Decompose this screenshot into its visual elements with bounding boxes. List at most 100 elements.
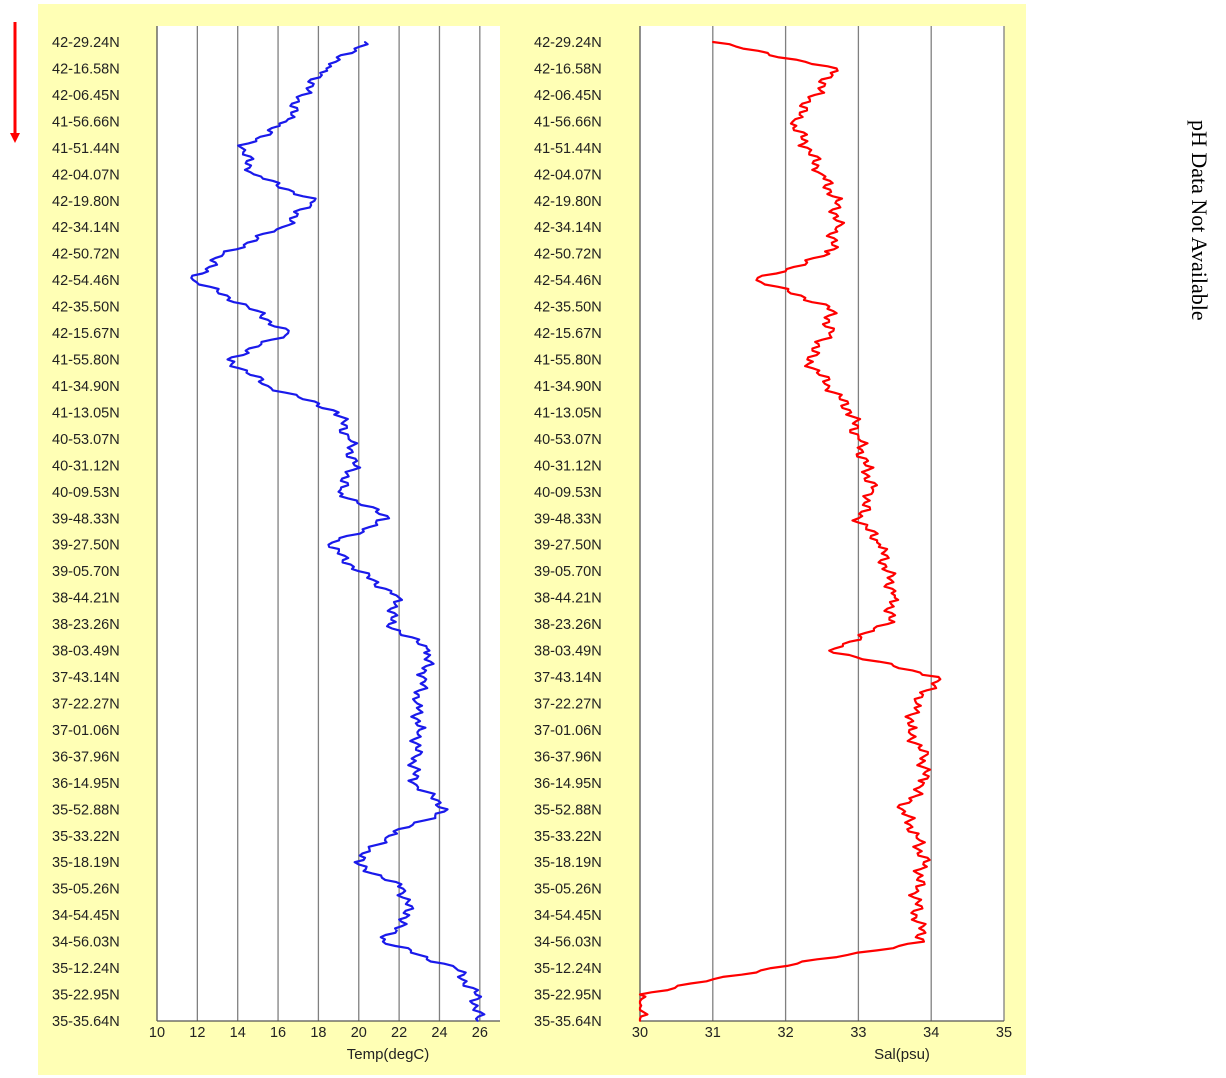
data-point [353,464,356,467]
y-tick-label: 35-22.95N [534,988,602,1004]
data-point [806,146,809,149]
x-tick-label: 31 [705,1025,721,1041]
data-point [915,834,918,837]
data-point [850,411,853,414]
temperature-panel: 10 12 14 16 18 20 22 24 26 42-29.24N 42-16.58N 42-0… [38,4,524,1075]
data-point [416,702,419,705]
y-tick-label: 42-50.72N [52,247,120,263]
data-point [285,120,288,123]
y-tick-label: 42-50.72N [534,247,602,263]
data-point [886,570,889,573]
y-tick-label: 37-43.14N [534,670,602,686]
y-tick-label: 41-56.66N [52,114,120,130]
y-tick-label: 42-35.50N [52,300,120,316]
salinity-panel: 30 31 32 33 34 35 42-29.24N 42-16.58N 42-06.45N 4… [524,4,1026,1075]
y-tick-label: 35-12.24N [534,961,602,977]
data-point [414,755,417,758]
y-tick-label: 41-34.90N [52,379,120,395]
y-tick-label: 42-04.07N [52,167,120,183]
y-tick-label: 40-09.53N [52,485,120,501]
data-point [770,967,772,969]
y-tick-label: 40-53.07N [52,432,120,448]
y-tick-label: 35-33.22N [534,829,602,845]
data-point [388,517,390,520]
y-tick-label: 35-35.64N [534,1014,602,1030]
y-tick-label: 42-29.24N [52,35,120,51]
data-point [446,808,449,811]
data-point [347,437,350,440]
y-tick-label: 42-19.80N [534,194,602,210]
data-point [363,41,366,43]
y-tick-label: 38-44.21N [534,591,602,607]
y-tick-label: 41-13.05N [52,405,120,421]
data-point [313,199,316,202]
y-tick-label: 42-54.46N [534,273,602,289]
data-point [388,623,390,626]
data-point [806,358,809,361]
data-point [192,279,195,282]
data-point [915,914,918,917]
data-point [246,305,249,308]
x-tick-label: 26 [472,1025,488,1041]
y-tick-label: 42-19.80N [52,194,120,210]
data-point [398,596,401,599]
y-tick-label: 35-05.26N [534,882,602,898]
data-point [828,385,831,387]
data-point [327,543,330,546]
y-tick-label: 42-15.67N [52,326,120,342]
x-tick-label: 12 [189,1025,205,1041]
y-tick-label: 39-27.50N [52,538,120,554]
y-tick-label: 41-13.05N [534,405,602,421]
y-tick-label: 42-34.14N [534,220,602,236]
y-tick-label: 38-44.21N [52,591,120,607]
data-point [639,993,641,996]
data-point [791,120,794,123]
y-tick-label: 39-27.50N [534,538,602,554]
x-axis-title: Temp(degC) [347,1046,430,1063]
y-tick-label: 35-12.24N [52,961,120,977]
data-series-line [638,40,942,1021]
data-point [828,252,831,255]
data-point [337,411,340,414]
data-point [908,729,911,731]
data-point [711,41,714,43]
y-tick-label: 35-52.88N [534,802,602,818]
y-tick-label: 35-52.88N [52,802,120,818]
y-tick-label: 40-31.12N [52,458,120,474]
y-tick-label: 42-54.46N [52,273,120,289]
y-tick-label: 42-16.58N [534,61,602,77]
y-tick-label: 38-03.49N [534,644,602,660]
x-tick-label: 10 [149,1025,165,1041]
data-point [281,226,283,229]
data-point [901,808,903,811]
data-point [828,305,831,308]
y-tick-label: 37-43.14N [52,670,120,686]
y-tick-label: 41-56.66N [534,114,602,130]
x-axis-title: Sal(psu) [874,1046,930,1063]
ph-note-text: pH Data Not Available [1187,120,1212,321]
y-tick-label: 34-56.03N [534,935,602,951]
x-tick-label: 30 [632,1025,648,1041]
y-tick-label: 38-23.26N [52,617,120,633]
x-tick-label: 34 [923,1025,939,1041]
data-point [382,940,384,943]
data-point [828,649,831,652]
y-tick-label: 35-18.19N [534,855,602,871]
y-tick-label: 42-06.45N [52,88,120,104]
data-point [402,887,405,890]
data-point [454,967,457,969]
data-point [879,543,882,546]
data-point [915,887,918,890]
data-point [428,649,431,652]
y-tick-label: 36-37.96N [534,749,602,765]
y-tick-label: 36-37.96N [52,749,120,765]
x-tick-label: 22 [391,1025,407,1041]
data-point [923,781,925,784]
data-point [857,517,860,520]
data-point [357,570,360,573]
y-tick-label: 35-05.26N [52,882,120,898]
y-tick-label: 41-51.44N [52,141,120,157]
data-point [388,834,390,837]
data-point [408,914,411,917]
